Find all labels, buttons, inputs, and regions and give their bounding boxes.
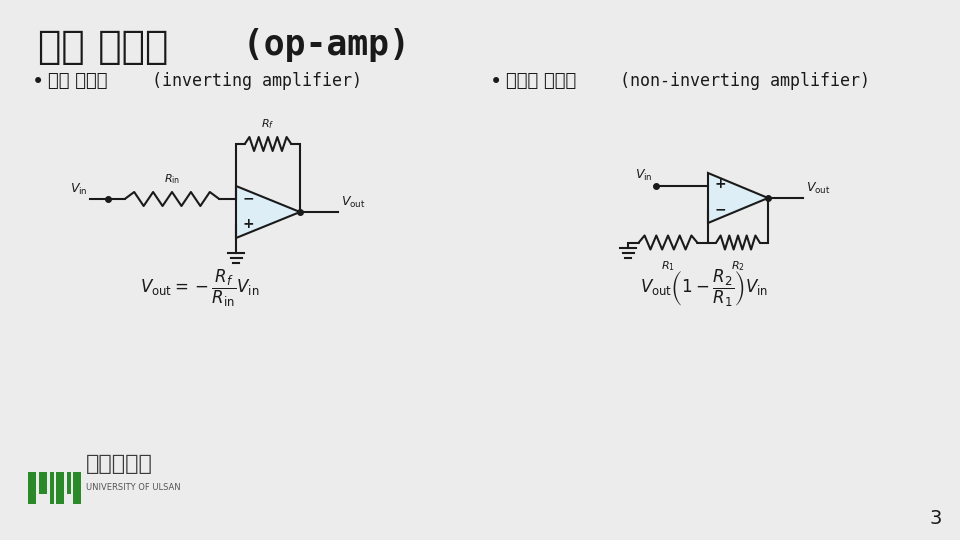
Text: $V_{\rm in}$: $V_{\rm in}$: [636, 168, 653, 184]
Text: (inverting amplifier): (inverting amplifier): [152, 72, 362, 90]
Bar: [50, 472, 54, 504]
Bar: [28, 472, 36, 504]
Text: $R_2$: $R_2$: [732, 260, 745, 273]
Text: $R_f$: $R_f$: [261, 117, 275, 131]
Text: $R_1$: $R_1$: [661, 260, 675, 273]
Text: +: +: [243, 217, 254, 231]
Text: •: •: [32, 72, 44, 92]
Text: $V_{\rm in}$: $V_{\rm in}$: [70, 182, 88, 197]
Text: 비반전 증폭기: 비반전 증폭기: [506, 72, 576, 90]
Text: $R_{\rm in}$: $R_{\rm in}$: [164, 172, 180, 186]
Text: (op-amp): (op-amp): [222, 28, 410, 62]
Text: −: −: [243, 191, 254, 205]
Text: $V_{\mathrm{out}}\left(1-\dfrac{R_2}{R_1}\right)V_{\mathrm{in}}$: $V_{\mathrm{out}}\left(1-\dfrac{R_2}{R_1…: [640, 268, 768, 309]
Text: UNIVERSITY OF ULSAN: UNIVERSITY OF ULSAN: [86, 483, 180, 492]
Text: •: •: [490, 72, 502, 92]
Bar: [39, 472, 47, 494]
Text: (non-inverting amplifier): (non-inverting amplifier): [620, 72, 870, 90]
Text: $V_{\rm out}$: $V_{\rm out}$: [806, 181, 830, 196]
Bar: [67, 472, 71, 494]
Text: $V_{\rm out}$: $V_{\rm out}$: [341, 195, 366, 210]
Bar: [73, 472, 81, 504]
Text: $V_{\mathrm{out}} = -\dfrac{R_f}{R_{\mathrm{in}}}V_{\mathrm{in}}$: $V_{\mathrm{out}} = -\dfrac{R_f}{R_{\mat…: [140, 268, 260, 309]
Text: +: +: [715, 178, 727, 192]
Text: 3: 3: [929, 509, 942, 528]
Text: −: −: [715, 202, 727, 217]
Bar: [56, 472, 64, 504]
Text: 연산 증폭기: 연산 증폭기: [38, 28, 168, 66]
Polygon shape: [236, 186, 300, 238]
Text: 반전 증폭기: 반전 증폭기: [48, 72, 108, 90]
Polygon shape: [708, 173, 768, 223]
Text: 울산대학교: 울산대학교: [86, 454, 153, 474]
